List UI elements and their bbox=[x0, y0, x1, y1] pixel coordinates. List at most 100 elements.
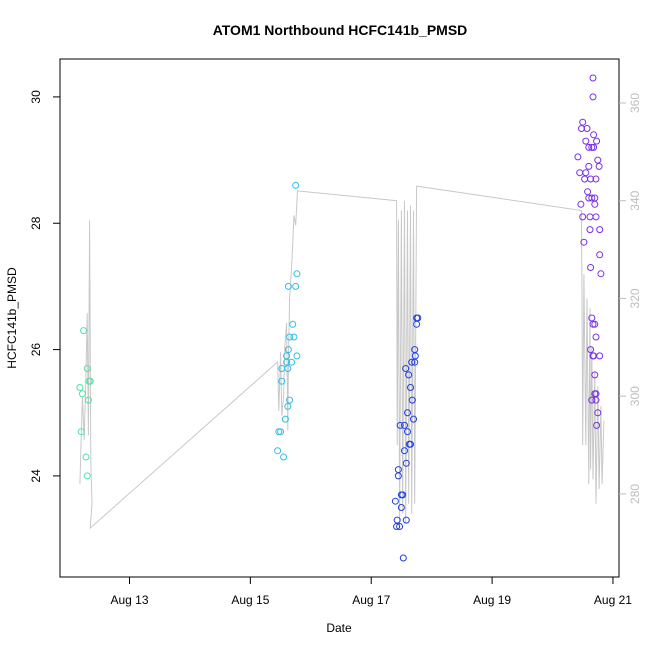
data-point-3-34 bbox=[597, 270, 605, 278]
data-point-2-22 bbox=[408, 358, 416, 366]
x-tick-label-3: Aug 19 bbox=[473, 593, 511, 607]
data-point-0-9 bbox=[86, 377, 94, 385]
data-point-2-15 bbox=[402, 516, 410, 524]
axes-layer: Aug 13 Aug 15 Aug 17 Aug 19 Aug 21 24 26 28 30 28… bbox=[29, 58, 642, 607]
data-point-3-0 bbox=[574, 153, 582, 161]
data-point-3-14 bbox=[585, 162, 593, 170]
data-point-1-14 bbox=[286, 333, 294, 341]
data-point-3-29 bbox=[593, 137, 601, 145]
data-point-3-33 bbox=[596, 251, 604, 259]
data-point-3-18 bbox=[587, 175, 595, 183]
data-point-3-47 bbox=[589, 352, 597, 360]
data-point-0-6 bbox=[83, 365, 91, 372]
data-point-2-14 bbox=[402, 459, 410, 467]
right-axis-series-line bbox=[79, 185, 605, 530]
data-point-3-23 bbox=[590, 131, 598, 139]
data-point-2-24 bbox=[410, 415, 417, 423]
data-point-1-11 bbox=[284, 346, 292, 354]
data-point-2-10 bbox=[399, 554, 407, 562]
data-point-2-30 bbox=[414, 314, 422, 322]
data-point-2-29 bbox=[411, 352, 419, 360]
data-point-3-21 bbox=[589, 74, 597, 82]
data-point-1-20 bbox=[293, 270, 301, 278]
data-point-3-26 bbox=[591, 200, 599, 208]
data-point-2-4 bbox=[394, 466, 402, 474]
data-point-3-16 bbox=[586, 226, 594, 234]
data-point-3-24 bbox=[590, 143, 598, 151]
data-point-0-0 bbox=[76, 384, 84, 391]
data-point-2-28 bbox=[413, 320, 421, 328]
y-left-tick-label-2: 28 bbox=[29, 216, 43, 230]
right-axis-line-layer bbox=[79, 185, 605, 530]
data-point-3-45 bbox=[596, 352, 604, 360]
data-point-2-3 bbox=[394, 472, 402, 480]
y-left-tick-label-1: 26 bbox=[29, 343, 43, 357]
y-left-tick-label-3: 30 bbox=[29, 90, 43, 104]
x-axis-label: Date bbox=[326, 621, 352, 635]
data-point-1-19 bbox=[293, 352, 301, 360]
data-point-3-48 bbox=[592, 333, 600, 341]
data-point-2-13 bbox=[402, 365, 410, 372]
data-point-2-23 bbox=[408, 396, 416, 404]
data-point-1-0 bbox=[274, 447, 282, 455]
data-point-1-16 bbox=[289, 320, 297, 328]
data-point-3-15 bbox=[586, 213, 594, 221]
data-point-3-13 bbox=[585, 143, 593, 151]
data-point-3-39 bbox=[591, 320, 599, 328]
data-point-3-30 bbox=[594, 156, 602, 164]
data-point-0-2 bbox=[78, 390, 86, 398]
chart-title: ATOM1 Northbound HCFC141b_PMSD bbox=[213, 22, 468, 38]
y-right-tick-label-2: 320 bbox=[628, 288, 642, 308]
data-point-2-9 bbox=[399, 491, 407, 499]
data-point-3-46 bbox=[588, 396, 596, 404]
data-point-3-9 bbox=[582, 169, 590, 177]
data-point-1-13 bbox=[286, 396, 294, 404]
data-point-3-22 bbox=[589, 93, 597, 101]
data-point-1-3 bbox=[278, 377, 286, 385]
data-point-2-18 bbox=[405, 371, 413, 379]
data-point-3-32 bbox=[596, 226, 604, 234]
data-point-2-5 bbox=[396, 523, 404, 530]
data-point-3-6 bbox=[580, 238, 588, 246]
data-point-3-43 bbox=[593, 421, 601, 429]
data-point-2-12 bbox=[401, 421, 408, 429]
data-point-3-44 bbox=[594, 409, 602, 417]
data-point-3-20 bbox=[588, 194, 596, 202]
data-point-3-42 bbox=[592, 396, 600, 404]
data-point-3-11 bbox=[584, 188, 592, 196]
x-tick-label-4: Aug 21 bbox=[594, 593, 632, 607]
data-point-2-0 bbox=[391, 497, 399, 505]
data-point-3-27 bbox=[592, 175, 600, 183]
data-point-1-10 bbox=[284, 365, 292, 372]
data-point-1-18 bbox=[292, 282, 300, 290]
data-point-1-21 bbox=[292, 181, 300, 189]
data-point-3-4 bbox=[579, 118, 587, 126]
data-point-3-8 bbox=[582, 137, 590, 145]
data-point-1-5 bbox=[280, 453, 288, 461]
y-right-tick-label-0: 280 bbox=[628, 484, 642, 504]
data-point-2-16 bbox=[404, 428, 411, 436]
x-tick-label-2: Aug 17 bbox=[352, 593, 390, 607]
data-point-2-17 bbox=[404, 409, 411, 417]
data-point-2-11 bbox=[401, 447, 408, 455]
plot-frame bbox=[59, 58, 620, 578]
data-point-1-15 bbox=[288, 358, 295, 366]
y-right-tick-label-1: 300 bbox=[628, 386, 642, 406]
data-point-3-28 bbox=[592, 213, 600, 221]
y-axis-label: HCFC141b_PMSD bbox=[5, 267, 19, 369]
data-point-3-31 bbox=[595, 162, 603, 170]
data-point-3-5 bbox=[579, 213, 587, 221]
data-point-3-36 bbox=[588, 314, 596, 322]
data-point-0-3 bbox=[80, 327, 88, 335]
data-point-2-6 bbox=[396, 421, 404, 429]
y-right-tick-label-3: 340 bbox=[628, 190, 642, 210]
y-right-tick-label-4: 360 bbox=[628, 93, 642, 113]
data-point-1-2 bbox=[277, 428, 285, 436]
data-point-1-6 bbox=[281, 415, 289, 423]
data-point-1-9 bbox=[284, 402, 292, 410]
x-tick-label-1: Aug 15 bbox=[231, 593, 269, 607]
data-point-2-21 bbox=[407, 384, 414, 391]
data-point-3-1 bbox=[576, 169, 584, 177]
